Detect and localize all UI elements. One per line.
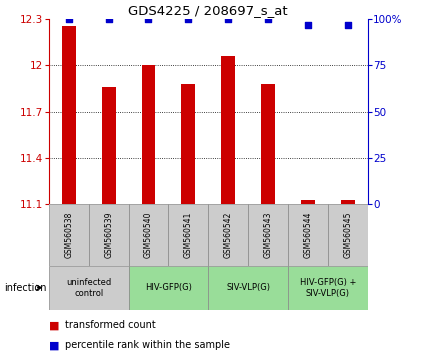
Text: GSM560540: GSM560540 xyxy=(144,211,153,258)
Bar xyxy=(168,204,208,266)
Text: GSM560538: GSM560538 xyxy=(64,211,73,258)
Bar xyxy=(288,204,328,266)
Bar xyxy=(128,266,208,310)
Bar xyxy=(128,204,168,266)
Bar xyxy=(208,204,248,266)
Text: GSM560539: GSM560539 xyxy=(104,211,113,258)
Text: GSM560542: GSM560542 xyxy=(224,211,232,258)
Text: GSM560541: GSM560541 xyxy=(184,211,193,258)
Bar xyxy=(261,84,275,204)
Text: ■: ■ xyxy=(49,340,63,350)
Point xyxy=(105,17,112,22)
Point xyxy=(344,22,351,28)
Point xyxy=(265,17,272,22)
Bar xyxy=(142,65,156,204)
Text: transformed count: transformed count xyxy=(65,320,156,330)
Bar xyxy=(49,204,89,266)
Text: HIV-GFP(G) +
SIV-VLP(G): HIV-GFP(G) + SIV-VLP(G) xyxy=(300,278,356,298)
Bar xyxy=(89,204,128,266)
Bar xyxy=(288,266,368,310)
Bar xyxy=(102,87,116,204)
Text: ■: ■ xyxy=(49,320,63,330)
Bar xyxy=(341,200,355,204)
Text: infection: infection xyxy=(4,282,47,293)
Text: uninfected
control: uninfected control xyxy=(66,278,111,298)
Text: HIV-GFP(G): HIV-GFP(G) xyxy=(145,283,192,292)
Bar xyxy=(328,204,368,266)
Bar xyxy=(301,200,315,204)
Text: SIV-VLP(G): SIV-VLP(G) xyxy=(226,283,270,292)
Bar xyxy=(221,56,235,204)
Bar xyxy=(181,84,196,204)
Title: GDS4225 / 208697_s_at: GDS4225 / 208697_s_at xyxy=(128,4,288,17)
Bar xyxy=(248,204,288,266)
Point xyxy=(304,22,311,28)
Text: GSM560544: GSM560544 xyxy=(303,211,312,258)
Point xyxy=(185,17,192,22)
Text: GSM560543: GSM560543 xyxy=(264,211,272,258)
Text: percentile rank within the sample: percentile rank within the sample xyxy=(65,340,230,350)
Point xyxy=(145,17,152,22)
Text: GSM560545: GSM560545 xyxy=(343,211,352,258)
Point xyxy=(65,17,72,22)
Bar xyxy=(208,266,288,310)
Bar xyxy=(49,266,128,310)
Point xyxy=(225,17,232,22)
Bar xyxy=(62,25,76,204)
